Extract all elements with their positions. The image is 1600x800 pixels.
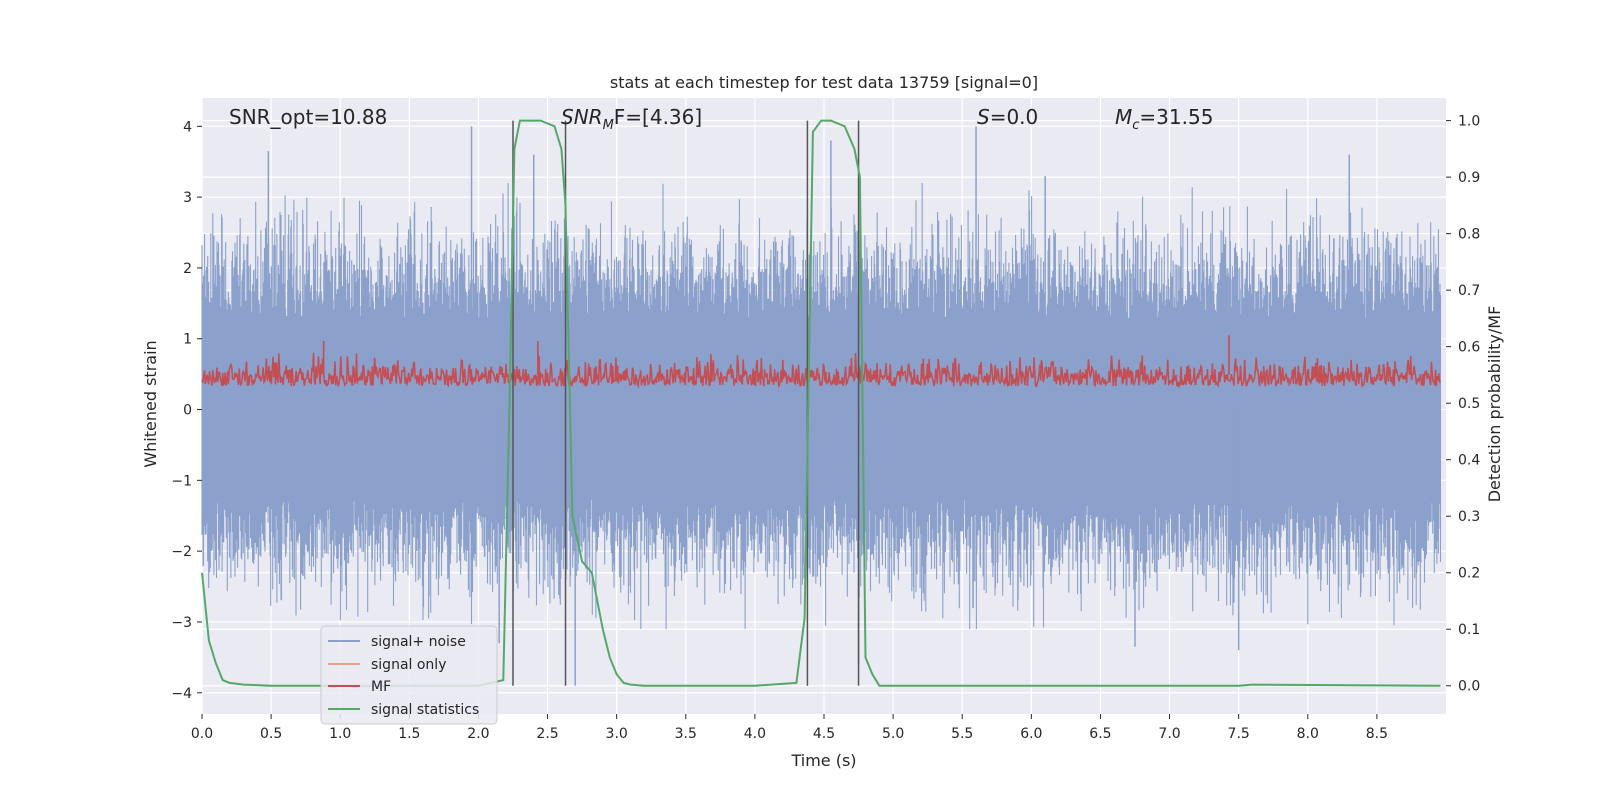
series-mf bbox=[201, 335, 1441, 389]
x-tick-label-8: 4.0 bbox=[744, 726, 766, 742]
x-axis-ticks: 0.0 0.5 1.0 1.5 2.0 2.5 3.0 3.5 4.0 4.5 5.0 5.5 6.0 6… bbox=[191, 714, 1388, 742]
y-right-tick-label-2: 0.8 bbox=[1458, 227, 1480, 243]
annotation-mc: Mc=31.55 bbox=[1115, 105, 1213, 133]
y-right-tick-label-9: 0.1 bbox=[1458, 622, 1480, 638]
y-right-tick-label-1: 0.9 bbox=[1458, 170, 1480, 186]
x-tick-label-1: 0.5 bbox=[260, 726, 282, 742]
y-left-tick-label-3: 1 bbox=[183, 332, 192, 348]
legend-label-signal-noise: signal+ noise bbox=[371, 634, 466, 650]
y-left-tick-label-1: 3 bbox=[183, 190, 192, 206]
annotations: SNR_opt=10.88 SNRMF=[4.36] S=0.0 Mc=31.5… bbox=[229, 105, 1213, 133]
y-axis-right-label: Detection probability/MF bbox=[1485, 306, 1504, 503]
mf-line bbox=[201, 352, 1441, 389]
x-tick-label-12: 6.0 bbox=[1020, 726, 1042, 742]
y-right-tick-label-8: 0.2 bbox=[1458, 566, 1480, 582]
annotation-snr-mf: SNRMF=[4.36] bbox=[561, 105, 702, 133]
x-tick-label-16: 8.0 bbox=[1297, 726, 1319, 742]
left-axis-ticks: 4 3 2 1 0 −1 −2 −3 −4 bbox=[171, 119, 202, 702]
x-tick-label-6: 3.0 bbox=[606, 726, 628, 742]
legend-label-mf: MF bbox=[371, 679, 391, 695]
x-tick-label-7: 3.5 bbox=[675, 726, 697, 742]
x-tick-label-4: 2.0 bbox=[467, 726, 489, 742]
y-right-tick-label-10: 0.0 bbox=[1458, 679, 1480, 695]
y-right-tick-label-6: 0.4 bbox=[1458, 453, 1480, 469]
y-right-tick-label-4: 0.6 bbox=[1458, 340, 1480, 356]
y-axis-left-label: Whitened strain bbox=[141, 340, 160, 467]
y-left-tick-label-0: 4 bbox=[183, 119, 192, 135]
annotation-s: S=0.0 bbox=[977, 105, 1038, 129]
y-left-tick-label-8: −4 bbox=[171, 686, 192, 702]
y-left-tick-label-5: −1 bbox=[171, 473, 192, 489]
x-tick-label-14: 7.0 bbox=[1158, 726, 1180, 742]
y-left-tick-label-2: 2 bbox=[183, 261, 192, 277]
y-right-tick-label-0: 1.0 bbox=[1458, 114, 1480, 130]
y-left-tick-label-6: −2 bbox=[171, 544, 192, 560]
legend-label-signal-statistics: signal statistics bbox=[371, 702, 479, 718]
legend-label-signal-only: signal only bbox=[371, 657, 446, 673]
y-right-tick-label-7: 0.3 bbox=[1458, 509, 1480, 525]
x-tick-label-15: 7.5 bbox=[1228, 726, 1250, 742]
x-tick-label-3: 1.5 bbox=[398, 726, 420, 742]
x-tick-label-0: 0.0 bbox=[191, 726, 213, 742]
x-tick-label-13: 6.5 bbox=[1089, 726, 1111, 742]
x-axis-label: Time (s) bbox=[790, 751, 856, 770]
x-tick-label-5: 2.5 bbox=[536, 726, 558, 742]
x-tick-label-9: 4.5 bbox=[813, 726, 835, 742]
x-tick-label-17: 8.5 bbox=[1366, 726, 1388, 742]
legend: signal+ noise signal only MF signal stat… bbox=[320, 625, 498, 725]
x-tick-label-10: 5.0 bbox=[882, 726, 904, 742]
y-left-tick-label-7: −3 bbox=[171, 615, 192, 631]
y-right-tick-label-3: 0.7 bbox=[1458, 283, 1480, 299]
right-axis-ticks: 1.0 0.9 0.8 0.7 0.6 0.5 0.4 0.3 0.2 0.1 0.0 bbox=[1446, 114, 1480, 695]
y-left-tick-label-4: 0 bbox=[183, 403, 192, 419]
x-tick-label-2: 1.0 bbox=[329, 726, 351, 742]
annotation-snr-opt: SNR_opt=10.88 bbox=[229, 105, 387, 129]
x-tick-label-11: 5.5 bbox=[951, 726, 973, 742]
y-right-tick-label-5: 0.5 bbox=[1458, 396, 1480, 412]
chart-title: stats at each timestep for test data 137… bbox=[610, 73, 1038, 92]
series-signal-noise bbox=[201, 126, 1442, 686]
legend-box bbox=[320, 625, 498, 725]
